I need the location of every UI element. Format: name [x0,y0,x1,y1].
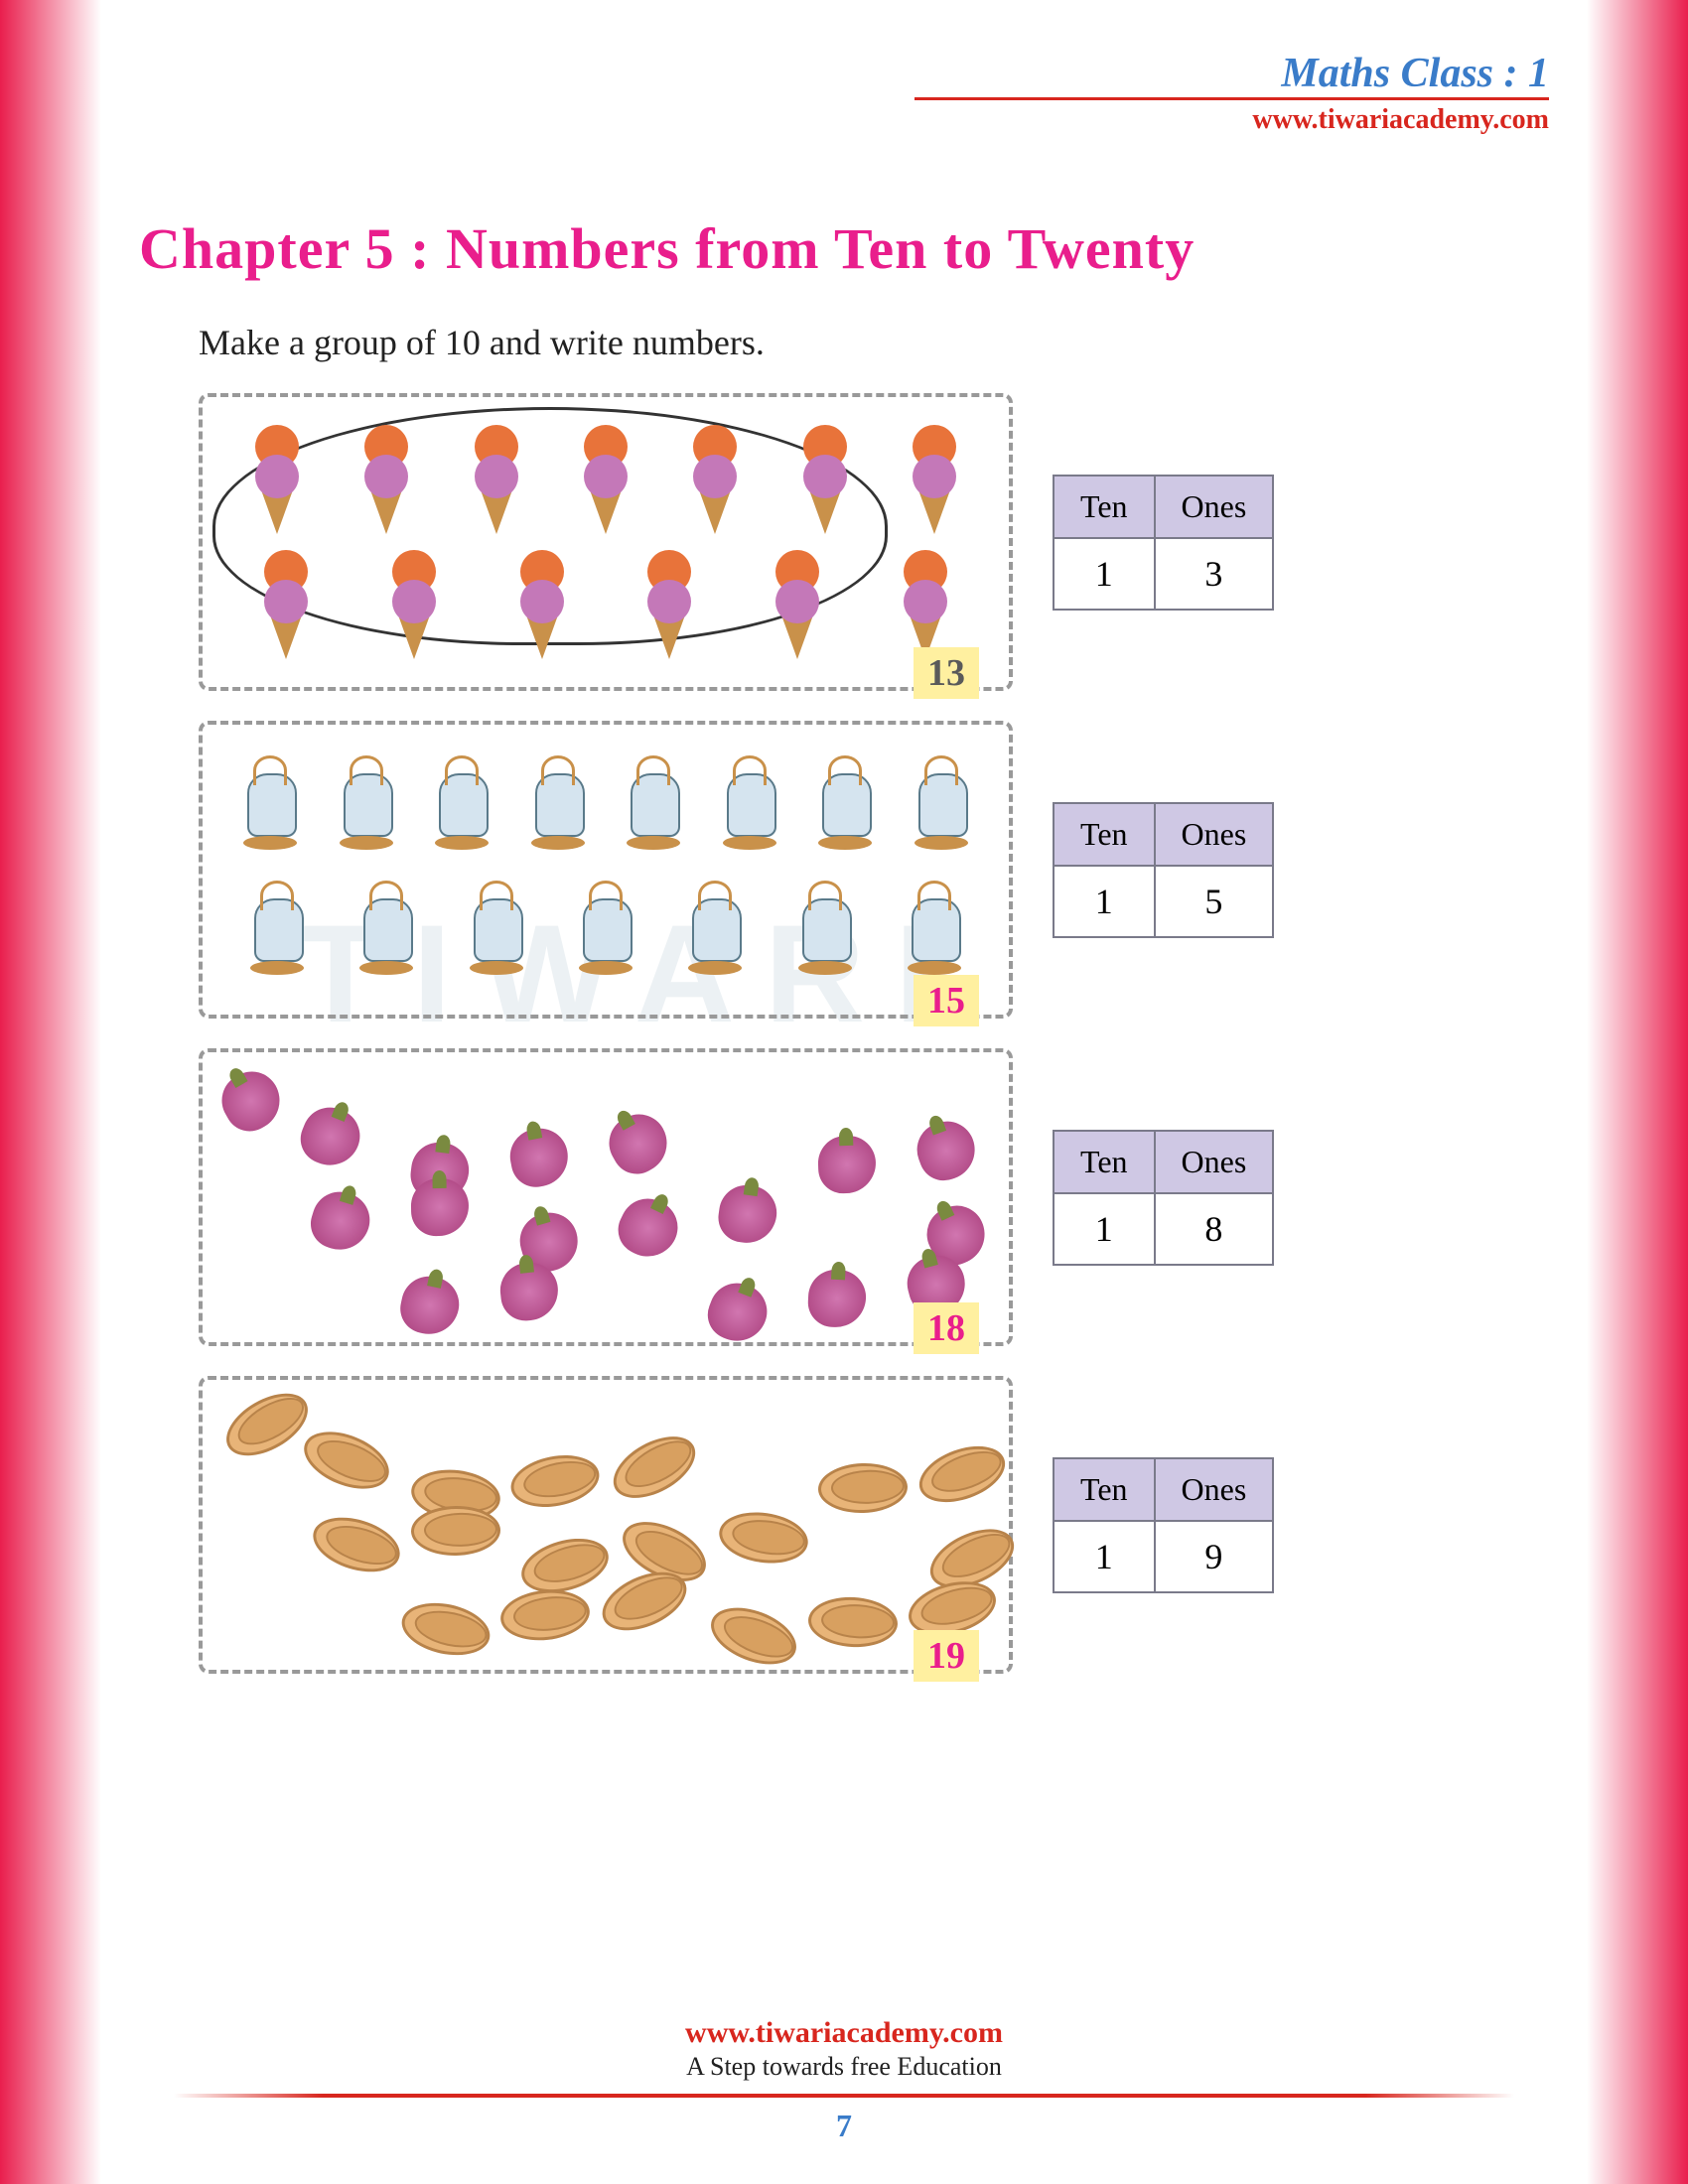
header-divider [914,97,1549,100]
lantern-icon [523,755,593,860]
chapter-title: Chapter 5 : Numbers from Ten to Twenty [139,215,1549,282]
footer-tagline: A Step towards free Education [0,2052,1688,2082]
ones-value: 8 [1155,1193,1274,1265]
basket-icon [817,1461,909,1514]
header-url: www.tiwariacademy.com [139,104,1549,136]
ones-header: Ones [1155,803,1274,866]
worksheet-page: Maths Class : 1 www.tiwariacademy.com Ch… [0,0,1688,2184]
icecream-icon [633,550,705,659]
tens-ones-table: TenOnes15 [1053,802,1274,938]
lantern-icon [332,755,401,860]
icecream-icon [679,425,751,534]
ones-value: 3 [1155,538,1274,610]
basket-icon [307,1508,407,1581]
item-box: 18 [199,1048,1013,1346]
lantern-icon [680,881,750,985]
answer-badge: 15 [914,975,979,1026]
lantern-icon [810,755,880,860]
onion-icon [701,1276,775,1350]
lantern-icon [462,881,531,985]
exercise-row: 15TenOnes15 [199,721,1549,1019]
answer-badge: 19 [914,1630,979,1682]
onion-icon [305,1185,376,1257]
onion-icon [715,1181,780,1247]
ten-header: Ten [1054,1131,1155,1193]
icecream-icon [789,425,861,534]
page-number: 7 [0,2108,1688,2144]
onion-icon [600,1105,678,1183]
onion-icon [293,1099,368,1174]
onion-icon [817,1135,877,1194]
lantern-icon [235,755,305,860]
icecream-icon [378,550,450,659]
lantern-icon [790,881,860,985]
exercise-row: 18TenOnes18 [199,1048,1549,1346]
icecream-icon [241,425,313,534]
footer-url: www.tiwariacademy.com [0,2016,1688,2050]
basket-icon [604,1424,706,1510]
page-header: Maths Class : 1 www.tiwariacademy.com [139,50,1549,136]
ones-header: Ones [1155,1131,1274,1193]
basket-icon [411,1505,501,1557]
ones-value: 9 [1155,1521,1274,1592]
onion-icon [910,1114,983,1187]
tens-ones-table: TenOnes19 [1053,1457,1274,1593]
icecream-icon [351,425,422,534]
icecream-icon [899,425,970,534]
basket-icon [498,1585,593,1644]
basket-icon [216,1381,319,1468]
page-footer: www.tiwariacademy.com A Step towards fre… [0,2016,1688,2144]
onion-icon [807,1269,868,1329]
basket-icon [296,1421,397,1500]
basket-icon [397,1595,494,1663]
lantern-icon [907,755,976,860]
ten-value: 1 [1054,866,1155,937]
tens-ones-table: TenOnes13 [1053,475,1274,611]
lantern-icon [900,881,969,985]
onion-icon [505,1124,573,1191]
lantern-icon [619,755,688,860]
ten-header: Ten [1054,476,1155,538]
footer-divider [99,2094,1589,2098]
tens-ones-table: TenOnes18 [1053,1130,1274,1266]
item-box: 13 [199,393,1013,691]
ten-value: 1 [1054,1193,1155,1265]
answer-badge: 13 [914,647,979,699]
item-box: 19 [199,1376,1013,1674]
onion-icon [396,1272,465,1340]
header-title: Maths Class : 1 [139,50,1549,97]
basket-icon [912,1435,1013,1513]
onion-icon [410,1177,469,1236]
ten-header: Ten [1054,803,1155,866]
ten-header: Ten [1054,1458,1155,1521]
ten-value: 1 [1054,538,1155,610]
icecream-icon [506,550,578,659]
instruction-text: Make a group of 10 and write numbers. [199,322,1549,363]
exercise-row: 19TenOnes19 [199,1376,1549,1674]
basket-icon [807,1595,899,1650]
onion-icon [211,1061,290,1140]
icecream-icon [570,425,641,534]
lantern-icon [242,881,312,985]
basket-icon [506,1448,604,1514]
ones-value: 5 [1155,866,1274,937]
answer-badge: 18 [914,1302,979,1354]
onion-icon [610,1189,687,1267]
lantern-icon [571,881,640,985]
exercise-row: 13TenOnes13 [199,393,1549,691]
ones-header: Ones [1155,1458,1274,1521]
lantern-icon [352,881,421,985]
lantern-icon [427,755,496,860]
basket-icon [703,1597,804,1676]
basket-icon [716,1507,811,1569]
item-box: 15 [199,721,1013,1019]
icecream-icon [762,550,833,659]
lantern-icon [715,755,784,860]
icecream-icon [461,425,532,534]
icecream-icon [250,550,322,659]
icecream-icon [890,550,961,659]
ones-header: Ones [1155,476,1274,538]
ten-value: 1 [1054,1521,1155,1592]
exercises-container: 13TenOnes1315TenOnes1518TenOnes1819TenOn… [199,393,1549,1674]
